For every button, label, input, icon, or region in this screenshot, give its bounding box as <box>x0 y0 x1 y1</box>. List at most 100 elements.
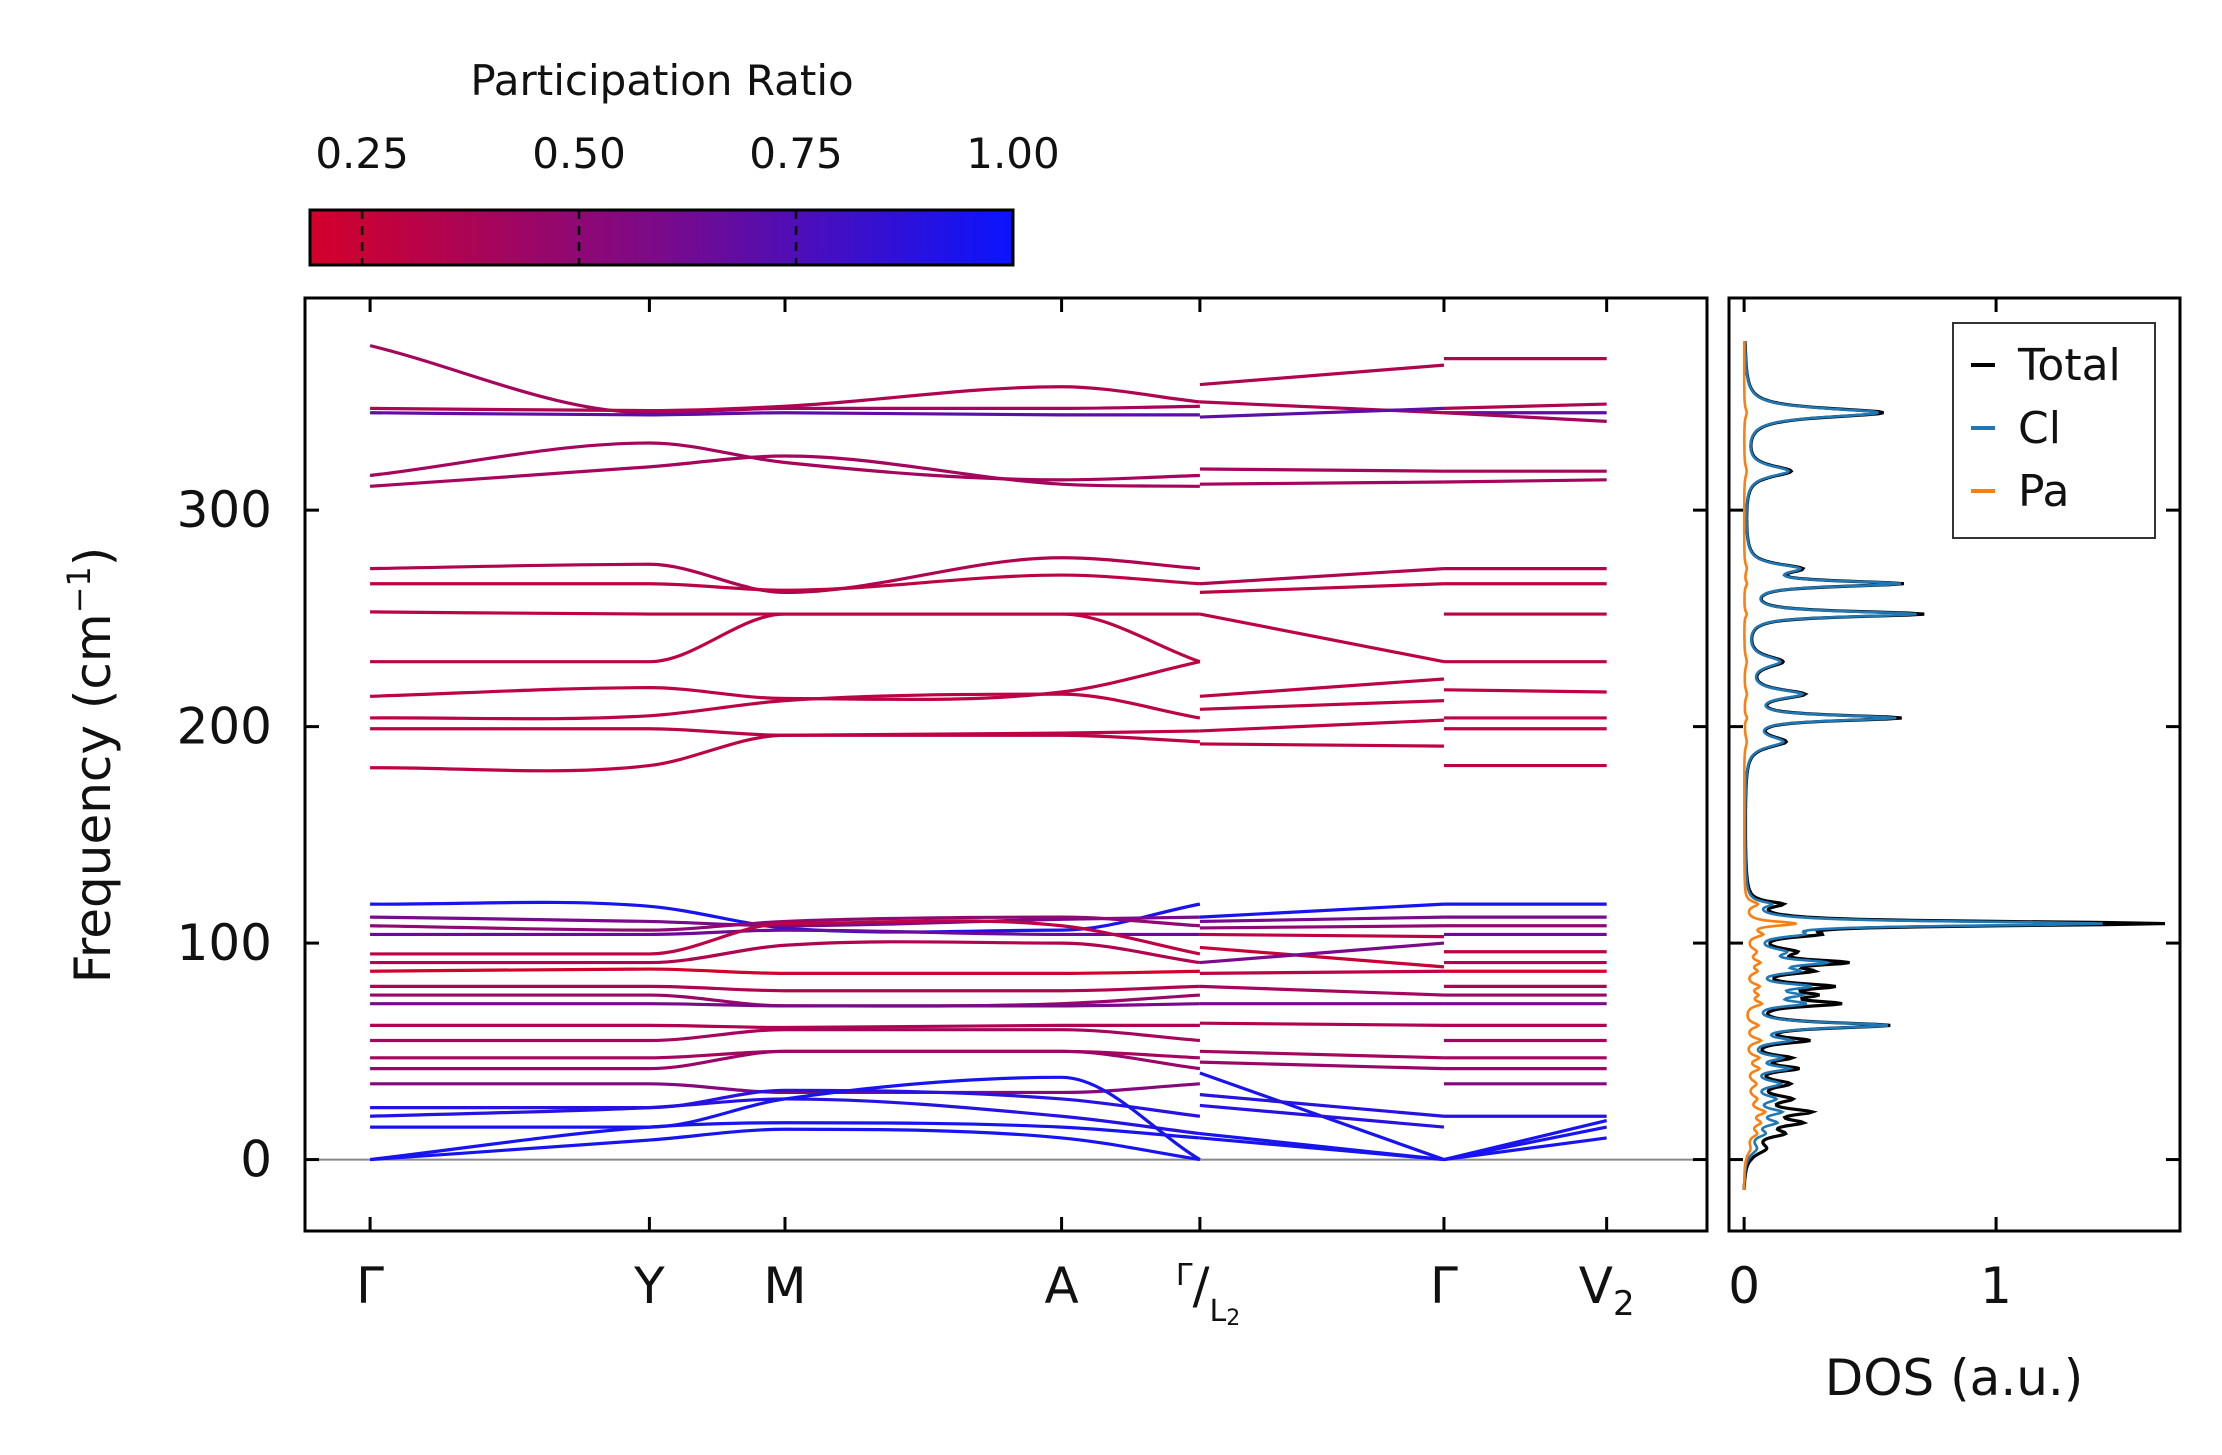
dos-cl-line <box>1742 341 2103 1190</box>
legend-frame <box>1952 322 2156 539</box>
phonon-bands <box>369 344 1608 1162</box>
y-axis-label-main: Frequency (cm <box>64 613 122 983</box>
band-line <box>370 1075 1201 1161</box>
y-tick-label: 300 <box>177 481 272 539</box>
band-line <box>1199 932 1444 939</box>
band-line <box>369 1121 1201 1162</box>
band-line <box>370 967 1200 975</box>
band-line <box>370 556 1201 595</box>
dos-pa-line <box>1742 341 1797 1190</box>
band-line <box>1199 915 1444 924</box>
dos-axis-ticks <box>1729 298 2180 1231</box>
band-line <box>1199 1103 1445 1129</box>
band-line <box>369 344 1200 415</box>
y-tick-label: 100 <box>177 914 272 972</box>
dos-lines <box>1742 341 2166 1191</box>
band-line <box>1199 406 1445 419</box>
band-line <box>1443 1136 1607 1162</box>
band-line <box>370 692 1201 721</box>
y-tick-label: 0 <box>240 1131 272 1189</box>
band-line <box>1199 941 1445 965</box>
band-line <box>370 915 1200 932</box>
band-line <box>1443 688 1607 694</box>
band-structure-panel: 0 100 200 300 Γ Y M A Γ/L2 Γ V2 Frequency (cm−1) <box>60 296 1709 1331</box>
band-line <box>1443 478 1607 484</box>
band-line <box>1443 402 1607 411</box>
kpoint-label: A <box>1044 1257 1078 1315</box>
band-line <box>1443 411 1607 423</box>
band-line <box>1199 612 1445 664</box>
main-axis-ticks <box>305 298 1707 1231</box>
band-line <box>370 984 1200 993</box>
dos-axes-frame <box>1727 296 2182 1233</box>
colorbar-tick-label: 1.00 <box>966 129 1060 178</box>
legend: Total Cl Pa <box>1952 322 2156 539</box>
band-line <box>1199 1136 1445 1162</box>
dos-x-tick-label: 0 <box>1728 1257 1760 1315</box>
band-line <box>370 660 1201 702</box>
legend-label-cl: Cl <box>2018 403 2061 454</box>
y-axis-label-end: ) <box>64 547 122 567</box>
band-line <box>1199 363 1445 387</box>
band-line <box>370 733 1200 773</box>
kpoint-label: Γ/L2 <box>1176 1257 1240 1331</box>
band-line <box>1199 1060 1445 1071</box>
band-line <box>1199 742 1444 748</box>
colorbar-tick-labels: 0.25 0.50 0.75 1.00 <box>315 129 1059 178</box>
band-line <box>1199 566 1445 586</box>
y-axis-label-sup: −1 <box>60 566 98 613</box>
legend-label-pa: Pa <box>2018 466 2070 517</box>
kpoint-label: Γ <box>356 1257 384 1315</box>
band-line <box>1199 984 1445 997</box>
band-line <box>1199 924 1444 930</box>
band-line <box>370 1082 1200 1095</box>
band-line <box>1199 1093 1445 1118</box>
colorbar-gradient <box>308 208 1015 267</box>
dos-x-axis-label: DOS (a.u.) <box>1825 1349 2084 1407</box>
band-line <box>370 1002 1200 1008</box>
y-tick-labels: 0 100 200 300 <box>177 481 272 1188</box>
band-line <box>370 928 1200 937</box>
legend-label-total: Total <box>2017 340 2121 391</box>
kpoint-labels: Γ Y M A Γ/L2 Γ V2 <box>356 1257 1634 1331</box>
band-line <box>370 1028 1201 1043</box>
band-line <box>1199 945 1445 969</box>
band-line <box>370 411 1200 417</box>
band-line <box>370 940 1201 965</box>
kpoint-label: Y <box>633 1257 665 1315</box>
main-axes-frame <box>303 296 1709 1233</box>
kpoint-label: M <box>763 1257 806 1315</box>
band-line <box>369 454 1200 488</box>
band-line <box>369 1127 1201 1162</box>
y-axis-label: Frequency (cm−1) <box>60 547 122 984</box>
kpoint-label: Γ <box>1430 1257 1458 1315</box>
kpoint-label: V2 <box>1579 1257 1635 1324</box>
colorbar-title: Participation Ratio <box>470 56 853 105</box>
band-line <box>370 1049 1201 1071</box>
colorbar-tick-label: 0.25 <box>315 129 409 178</box>
band-line <box>1199 677 1445 698</box>
band-line <box>1199 902 1445 919</box>
band-line <box>370 573 1200 592</box>
dos-x-tick-label: 1 <box>1980 1257 2012 1315</box>
band-line <box>1199 699 1445 711</box>
band-line <box>1199 480 1444 486</box>
band-line <box>370 612 1201 664</box>
dos-panel: 0 1 DOS (a.u.) Total Cl Pa <box>1727 296 2182 1407</box>
y-tick-label: 200 <box>177 698 272 756</box>
band-line <box>370 919 1201 956</box>
band-line <box>1199 1021 1444 1027</box>
band-line <box>370 1023 1200 1030</box>
band-line <box>1199 582 1445 595</box>
band-line <box>370 385 1201 413</box>
colorbar-tick-label: 0.75 <box>749 129 843 178</box>
band-line <box>369 441 1200 482</box>
colorbar-tick-label: 0.50 <box>532 129 626 178</box>
band-line <box>1199 1049 1445 1060</box>
band-line <box>1199 969 1444 975</box>
band-line <box>1199 718 1445 733</box>
colorbar: Participation Ratio 0.25 0.50 0.75 1.00 <box>308 56 1060 267</box>
band-line <box>1199 467 1444 473</box>
band-line <box>1443 1125 1607 1162</box>
